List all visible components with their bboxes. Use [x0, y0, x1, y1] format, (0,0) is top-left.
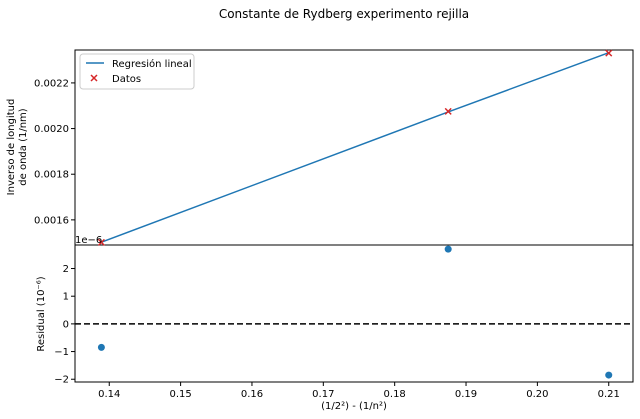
- top-y-tick-label-0-0020: 0.0020: [34, 124, 69, 135]
- x-tick-label-0-17: 0.17: [312, 389, 334, 400]
- top-y-tick-label-0-0016: 0.0016: [34, 215, 69, 226]
- residual-y-tick-label-0: 0: [63, 319, 69, 330]
- residual-point: [444, 245, 452, 253]
- residual-y-axis-label: Residual (10⁻⁶): [36, 276, 47, 351]
- bottom-plot-area: [75, 245, 633, 379]
- top-y-tick-label-0-0022: 0.0022: [34, 78, 69, 89]
- x-axis-label: (1/2²) - (1/n²): [321, 401, 387, 412]
- legend-label-datos: Datos: [112, 74, 141, 85]
- legend-label-regresion-lineal: Regresión lineal: [112, 58, 192, 70]
- bottom-x-axis-ticks: 0.14 0.15 0.16 0.17 0.18 0.19 0.20 0.21: [98, 382, 620, 400]
- legend: Regresión lineal Datos: [79, 53, 195, 90]
- bottom-y-axis-ticks: −2 −1 0 1 2: [54, 264, 75, 386]
- chart-title: Constante de Rydberg experimento rejilla: [219, 7, 469, 21]
- residual-point: [97, 343, 105, 351]
- x-tick-label-0-21: 0.21: [598, 389, 620, 400]
- top-y-axis-label-line1: Inverso de longitud: [6, 99, 17, 196]
- residual-y-tick-label-1: −1: [54, 347, 69, 358]
- residual-y-tick-label-1: 1: [63, 292, 69, 303]
- top-y-tick-label-0-0018: 0.0018: [34, 170, 69, 181]
- x-tick-label-0-18: 0.18: [384, 389, 406, 400]
- legend-box: [79, 53, 195, 90]
- x-tick-label-0-20: 0.20: [526, 389, 548, 400]
- data-point-marker: [97, 238, 105, 246]
- x-tick-label-0-16: 0.16: [241, 389, 263, 400]
- top-plot-area: [97, 49, 613, 246]
- top-y-axis-ticks: 0.0016 0.0018 0.0020 0.0022: [34, 78, 75, 226]
- residual-offset-text: 1e−6: [75, 235, 102, 246]
- legend-swatch-datos: [90, 74, 98, 82]
- top-y-axis-label-line2: de onda (1/nm): [18, 108, 29, 186]
- x-tick-label-0-15: 0.15: [169, 389, 191, 400]
- residual-y-tick-label-2: −2: [54, 375, 69, 386]
- x-tick-label-0-19: 0.19: [455, 389, 477, 400]
- bottom-axes-frame: [74, 244, 634, 383]
- residual-y-tick-label-2: 2: [63, 264, 69, 275]
- x-tick-label-0-14: 0.14: [98, 389, 120, 400]
- data-point-marker: [605, 49, 613, 57]
- residual-point: [605, 371, 613, 379]
- data-point-marker: [444, 107, 452, 115]
